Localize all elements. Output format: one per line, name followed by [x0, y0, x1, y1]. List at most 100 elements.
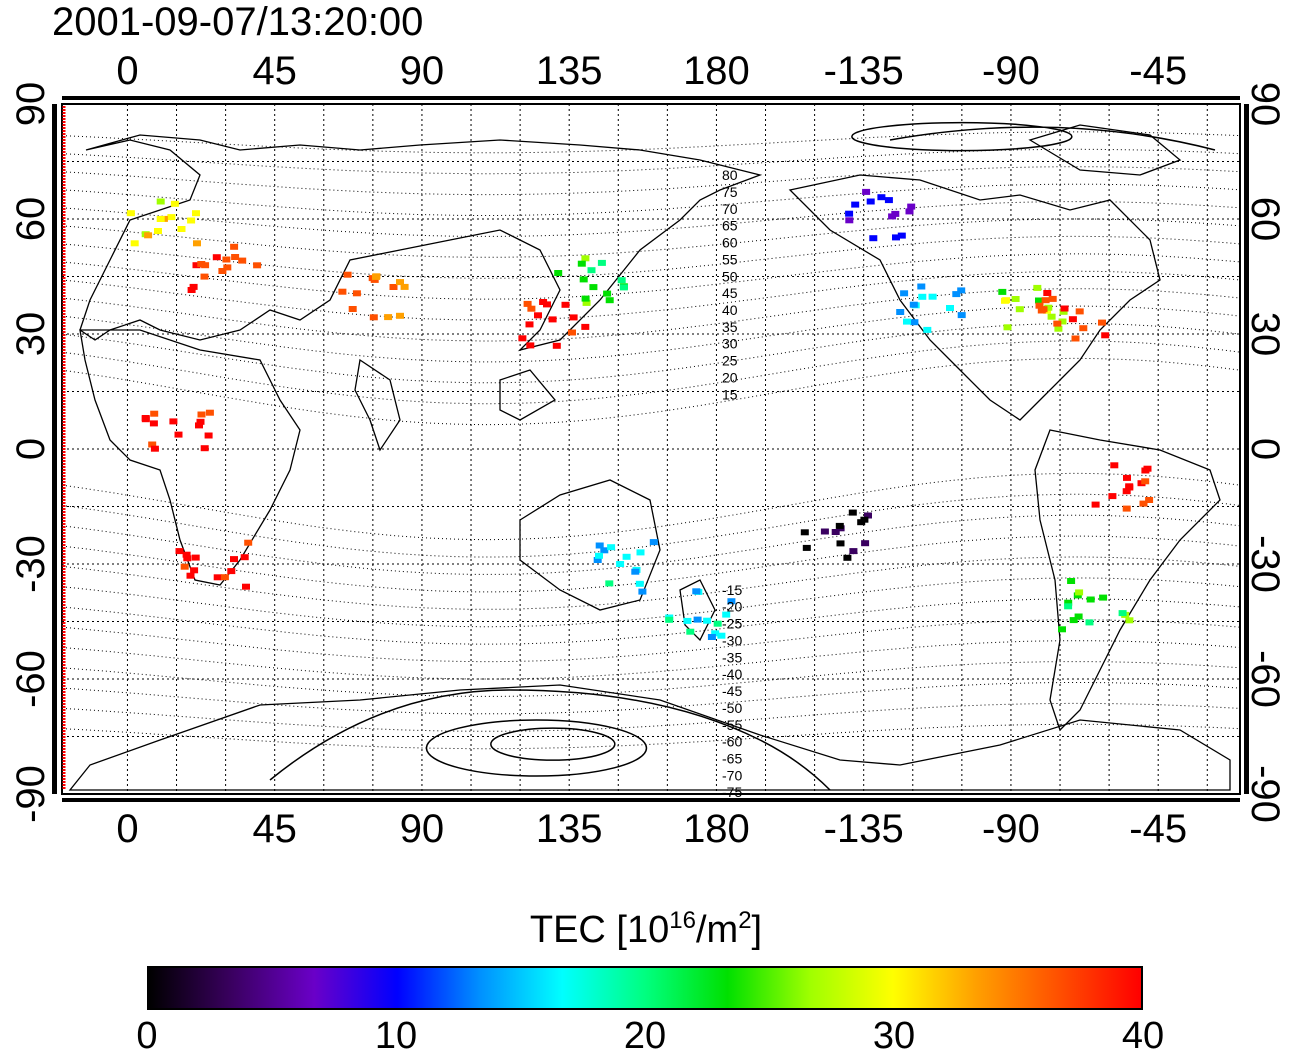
tec-cell — [860, 516, 869, 523]
lat-tick-left: -90 — [9, 765, 53, 823]
contour-label: -35 — [722, 649, 742, 665]
tec-cell — [1053, 320, 1062, 327]
tec-cell — [187, 287, 196, 293]
tec-cell — [581, 295, 590, 302]
tec-cell — [1044, 304, 1053, 311]
tec-cell — [1054, 325, 1063, 332]
tec-cell — [1068, 316, 1077, 323]
lon-tick-top: 45 — [252, 49, 297, 93]
tec-cell — [617, 277, 626, 284]
tec-cell — [581, 255, 590, 262]
tec-cell — [1058, 318, 1067, 325]
tec-cell — [154, 228, 162, 234]
mag-lat-contour — [61, 535, 1241, 593]
tec-cell — [600, 547, 609, 554]
tec-cell — [1110, 462, 1119, 469]
mag-lat-contour — [61, 323, 1241, 384]
tec-cell — [909, 301, 918, 308]
tec-cell — [843, 554, 852, 561]
greenland-coastline — [1028, 124, 1182, 176]
tec-cell — [222, 256, 231, 263]
colorbar-tick-label: 20 — [623, 1015, 667, 1057]
mag-lat-contour — [61, 702, 1241, 732]
left-border-band — [52, 104, 57, 794]
mag-lat-contour — [61, 682, 1241, 715]
tec-cell — [619, 284, 628, 291]
tec-cell — [1041, 297, 1050, 304]
mag-lat-contour — [61, 514, 1241, 575]
tec-cell — [891, 210, 900, 217]
africa-coastline — [79, 329, 301, 586]
tec-cell — [348, 306, 357, 312]
india-coastline — [354, 358, 401, 452]
tec-cell — [1145, 497, 1154, 503]
tec-cell — [1074, 613, 1083, 620]
tec-cell — [665, 616, 674, 623]
lat-tick-right: -60 — [1243, 650, 1287, 708]
tec-cell — [223, 264, 232, 271]
tec-cell — [200, 445, 209, 452]
lat-tick-left: -30 — [9, 535, 53, 593]
tec-cell — [845, 217, 854, 224]
tec-cell — [227, 568, 236, 575]
mag-lat-contour — [61, 148, 1241, 175]
lon-tick-top: 180 — [683, 49, 750, 93]
colorbar-tick-label: 10 — [374, 1015, 418, 1057]
tec-cell — [1139, 500, 1148, 507]
contour-label: -75 — [722, 784, 742, 800]
contour-label: 35 — [722, 319, 738, 335]
tec-cell — [1079, 325, 1088, 332]
tec-cell — [593, 557, 602, 563]
tec-cell — [848, 509, 857, 516]
south-pole-oval-middle — [425, 719, 648, 777]
tec-cell — [548, 316, 557, 323]
colorbar-tick-label: 30 — [872, 1015, 916, 1057]
lat-tick-right: 90 — [1243, 82, 1287, 127]
tec-cell — [240, 554, 249, 561]
tec-cell — [605, 580, 614, 587]
tec-cell — [195, 422, 203, 429]
tec-cell — [862, 188, 871, 195]
contour-label: -25 — [722, 616, 742, 632]
tec-cell — [1047, 313, 1056, 320]
tec-cell — [587, 267, 596, 274]
tec-cell — [526, 342, 535, 349]
tec-cell — [802, 544, 811, 551]
tec-cell — [727, 598, 736, 605]
tec-cell — [242, 583, 250, 590]
axis-ticks: 0 45 90 135 180 -135 -90 -45 0 45 90 135 180 -135 -90 -… — [9, 49, 1287, 851]
contour-label: 40 — [722, 302, 738, 318]
mag-lat-contour — [61, 723, 1241, 750]
tec-cell — [389, 284, 398, 290]
tec-cell — [1015, 306, 1024, 313]
tec-cell — [1002, 297, 1011, 304]
australia-coastline — [519, 479, 661, 611]
contour-label: -40 — [722, 666, 742, 682]
lat-tick-right: 0 — [1243, 438, 1287, 460]
tec-cell — [552, 342, 561, 349]
tec-colorbar — [147, 966, 1143, 1010]
tec-cell — [400, 283, 409, 290]
tec-cell — [156, 216, 165, 222]
tec-cell — [1035, 302, 1044, 309]
tec-cell — [1064, 599, 1073, 606]
tec-cell — [523, 300, 532, 307]
tec-cell — [711, 630, 720, 637]
tec-cell — [149, 420, 158, 427]
contour-label: 50 — [722, 268, 738, 284]
tec-cell — [577, 260, 586, 267]
tec-cell — [864, 512, 872, 519]
tec-cell — [595, 542, 604, 549]
tec-cell — [607, 544, 616, 551]
tec-cell — [174, 431, 183, 438]
tec-cell — [156, 198, 165, 205]
tec-cell — [182, 551, 191, 558]
tec-cell — [603, 290, 612, 297]
tec-cell — [998, 288, 1007, 295]
lon-tick-bottom: 180 — [683, 807, 750, 851]
tec-cell — [191, 554, 200, 561]
tec-cell — [579, 276, 588, 283]
tec-cell — [631, 568, 640, 575]
tec-cell — [1085, 619, 1094, 626]
tec-cell — [1058, 626, 1066, 633]
